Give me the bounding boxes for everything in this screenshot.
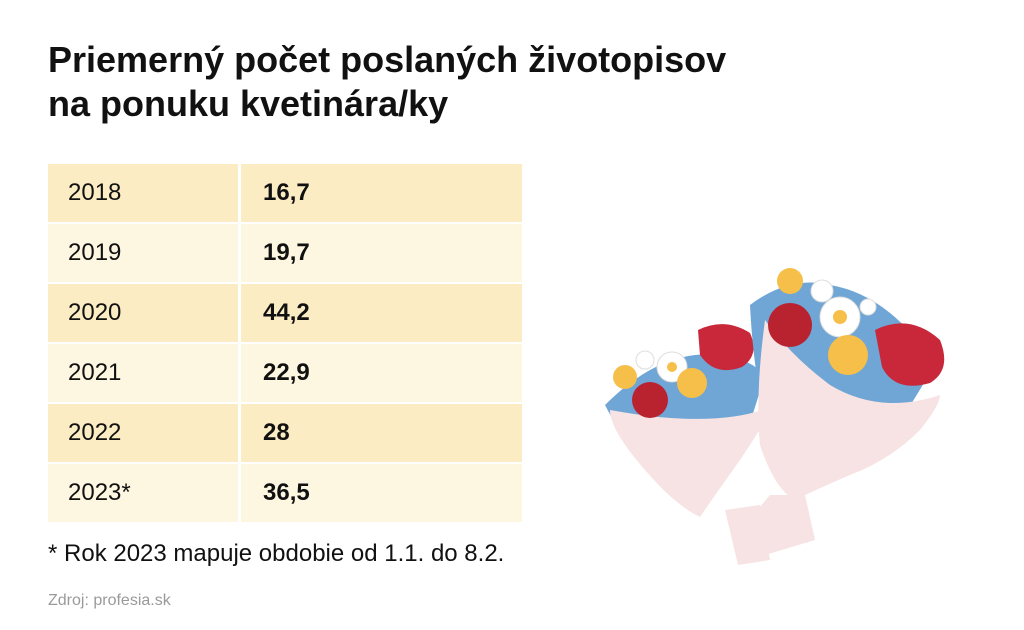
- value-cell: 22,9: [241, 344, 522, 402]
- source-credit: Zdroj: profesia.sk: [48, 592, 171, 609]
- chart-title: Priemerný počet poslaných životopisov na…: [48, 38, 808, 126]
- bouquet-right-icon: [740, 268, 945, 555]
- year-cell: 2019: [48, 224, 238, 282]
- table-row: 2020 44,2: [48, 284, 522, 342]
- year-cell: 2022: [48, 404, 238, 462]
- title-line-1: Priemerný počet poslaných životopisov: [48, 39, 727, 80]
- value-cell: 36,5: [241, 464, 522, 522]
- value-cell: 44,2: [241, 284, 522, 342]
- year-cell: 2021: [48, 344, 238, 402]
- title-line-2: na ponuku kvetinára/ky: [48, 83, 449, 124]
- table-row: 2019 19,7: [48, 224, 522, 282]
- table-row: 2023* 36,5: [48, 464, 522, 522]
- table-row: 2018 16,7: [48, 164, 522, 222]
- table-row: 2022 28: [48, 404, 522, 462]
- value-cell: 19,7: [241, 224, 522, 282]
- footnote: * Rok 2023 mapuje obdobie od 1.1. do 8.2…: [48, 540, 505, 567]
- year-cell: 2023*: [48, 464, 238, 522]
- year-cell: 2020: [48, 284, 238, 342]
- value-cell: 16,7: [241, 164, 522, 222]
- data-table: 2018 16,7 2019 19,7 2020 44,2 2021 22,9 2022 28 20…: [48, 164, 522, 524]
- value-cell: 28: [241, 404, 522, 462]
- year-cell: 2018: [48, 164, 238, 222]
- bouquet-left-icon: [605, 324, 775, 565]
- table-row: 2021 22,9: [48, 344, 522, 402]
- flower-bouquets-icon: [605, 268, 945, 565]
